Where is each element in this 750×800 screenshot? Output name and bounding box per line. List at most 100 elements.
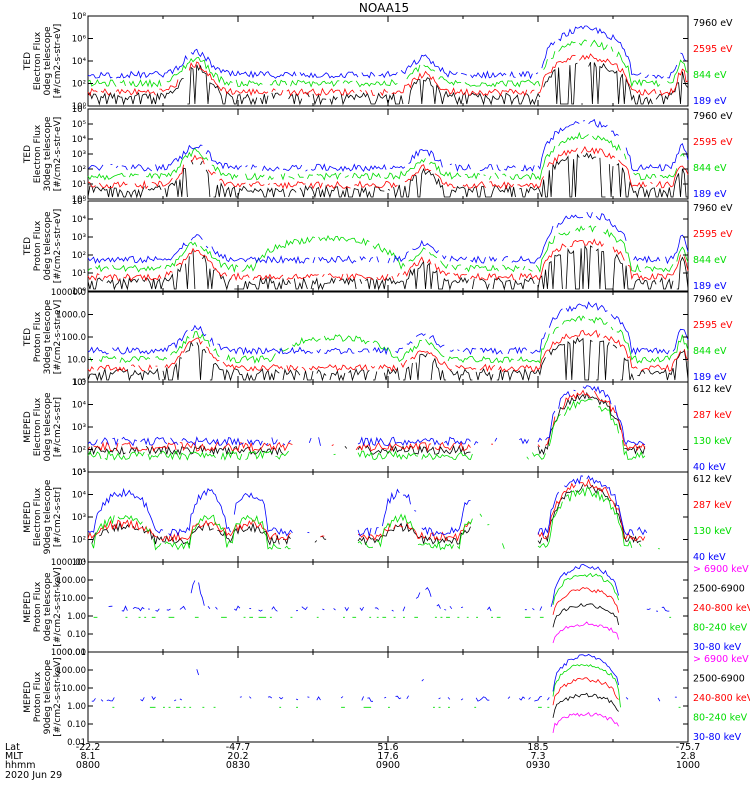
- y-tick-label: 10³: [72, 233, 86, 243]
- channel-legend-label: 844 eV: [693, 255, 727, 266]
- channel-legend-label: 189 eV: [693, 372, 727, 383]
- y-tick-label: 10⁴: [72, 215, 87, 225]
- channel-legend-label: 7960 eV: [693, 18, 733, 29]
- series-80-240-kev: [112, 665, 688, 708]
- channel-legend-label: 2595 eV: [693, 320, 733, 331]
- x-row-label: hhmm: [5, 760, 36, 771]
- x-row-value: -75.7: [676, 742, 701, 753]
- y-axis-label-line: 0deg telescope: [43, 211, 53, 281]
- channel-legend-label: 612 keV: [693, 384, 732, 395]
- series-844-ev: [87, 225, 689, 273]
- panel-5: 10¹ 10² 10³ 10⁴ 10⁵ MEPED Electron Flux 0deg te…: [23, 378, 732, 478]
- y-tick-label: 10⁵: [72, 197, 86, 207]
- y-tick-label: 10.00: [62, 594, 86, 604]
- y-tick-label: 10¹: [72, 558, 86, 568]
- y-tick-label: 10⁴: [72, 57, 87, 67]
- channel-legend-label: 7960 eV: [693, 203, 733, 214]
- y-axis-label-line: [#/cm2-s-str-eV]: [53, 300, 63, 375]
- x-row-value: 0900: [376, 760, 400, 771]
- y-axis-label-line: [#/cm2-s-str-keV]: [53, 657, 63, 736]
- x-row-value: 18.5: [527, 742, 548, 753]
- y-tick-label: 10000.0: [51, 288, 86, 298]
- x-row-value: -47.7: [226, 742, 251, 753]
- channel-legend-label: 7960 eV: [693, 294, 733, 305]
- panel-4: 1.0 10.0 100.0 1000.0 10000.0 TED Proton Flux 3…: [23, 288, 733, 388]
- y-axis-label-line: [#/cm2-s-str]: [53, 487, 63, 547]
- x-row-label: Lat: [5, 742, 20, 753]
- figure-title: NOAA15: [359, 1, 409, 15]
- channel-legend-label: 2500-6900: [693, 584, 745, 595]
- series--6900-kev: [552, 621, 619, 644]
- y-axis-label-line: Electron Flux: [33, 397, 43, 456]
- channel-legend-label: 30-80 keV: [693, 732, 742, 743]
- y-tick-label: 0.01: [67, 648, 86, 658]
- series-240-800-kev: [552, 677, 619, 706]
- y-tick-label: 10.0: [67, 356, 86, 366]
- series-2595-ev: [87, 146, 689, 190]
- y-tick-label: 10⁶: [72, 35, 87, 45]
- series-189-ev: [87, 301, 689, 356]
- series-7960-ev: [87, 336, 689, 382]
- series-189-ev: [87, 211, 689, 265]
- x-row-value: 7.3: [530, 751, 545, 762]
- channel-legend-label: 844 eV: [693, 346, 727, 357]
- y-axis-label-line: 90deg telescope: [43, 479, 53, 554]
- y-tick-label: 10⁰: [72, 287, 87, 297]
- channel-legend-label: 30-80 keV: [693, 642, 742, 653]
- y-tick-label: 10²: [72, 446, 86, 456]
- date-label: 2020 Jun 29: [5, 770, 62, 781]
- y-axis-label-line: MEPED: [23, 411, 33, 443]
- y-tick-label: 10⁴: [72, 491, 87, 501]
- channel-legend-label: 80-240 keV: [693, 713, 748, 724]
- y-tick-label: 10⁶: [72, 105, 87, 115]
- series-240-800-kev: [552, 587, 619, 615]
- y-tick-label: 10³: [72, 513, 86, 523]
- x-row-value: 0930: [526, 760, 550, 771]
- y-axis-label-line: [#/cm2-s-str-eV]: [53, 24, 63, 99]
- series-844-ev: [88, 133, 688, 180]
- series-844-ev: [87, 39, 689, 88]
- y-axis-label-line: TED: [23, 52, 33, 71]
- x-row-value: 20.2: [227, 751, 248, 762]
- y-axis-label-line: 0deg telescope: [43, 572, 53, 642]
- y-axis-label-line: [#/cm2-s-str-eV]: [53, 209, 63, 284]
- channel-legend-label: 2595 eV: [693, 229, 733, 240]
- panel-frame: [87, 200, 689, 292]
- channel-legend-label: 189 eV: [693, 189, 727, 200]
- panel-frame: [87, 651, 689, 743]
- y-tick-label: 0.10: [67, 720, 86, 730]
- y-tick-label: 10⁴: [72, 401, 87, 411]
- channel-legend-label: 2595 eV: [693, 137, 733, 148]
- panel-frame: [87, 471, 689, 563]
- y-axis-label-line: [#/cm2-s-str]: [53, 397, 63, 457]
- y-tick-label: 10⁵: [72, 378, 86, 388]
- y-tick-label: 10¹: [72, 180, 86, 190]
- y-axis-label-line: 0deg telescope: [43, 392, 53, 462]
- y-tick-label: 1.0: [72, 378, 86, 388]
- y-tick-label: 100.0: [62, 333, 86, 343]
- series-287-kev: [88, 391, 686, 452]
- y-tick-label: 10²: [72, 251, 86, 261]
- y-axis-label-line: [#/cm2-s-str-eV]: [53, 117, 63, 192]
- panel-7: 0.01 0.10 1.00 10.00 100.00 1000.00 MEPED Proto…: [23, 558, 750, 658]
- series-80-240-kev: [94, 573, 683, 617]
- channel-legend-label: 287 keV: [693, 410, 732, 421]
- panel-frame: [87, 381, 689, 473]
- channel-legend-label: > 6900 keV: [693, 564, 749, 575]
- x-row-value: 2.8: [680, 751, 695, 762]
- series-2595-ev: [87, 53, 689, 97]
- series-2500-6900: [552, 692, 619, 718]
- channel-legend-label: 287 keV: [693, 500, 732, 511]
- panel-8: 0.01 0.10 1.00 10.00 100.00 1000.00 MEPED Proto…: [23, 648, 750, 748]
- channel-legend-label: 189 eV: [693, 96, 727, 107]
- y-tick-label: 10⁰: [72, 195, 87, 205]
- x-row-label: MLT: [5, 751, 23, 762]
- y-axis-label-line: 30deg telescope: [43, 299, 53, 374]
- y-tick-label: 10³: [72, 150, 86, 160]
- series-7960-ev: [87, 152, 688, 199]
- x-row-value: -22.2: [76, 742, 101, 753]
- series-2500-6900: [552, 602, 619, 628]
- y-axis-label-line: TED: [23, 328, 33, 347]
- panel-frame: [87, 108, 689, 200]
